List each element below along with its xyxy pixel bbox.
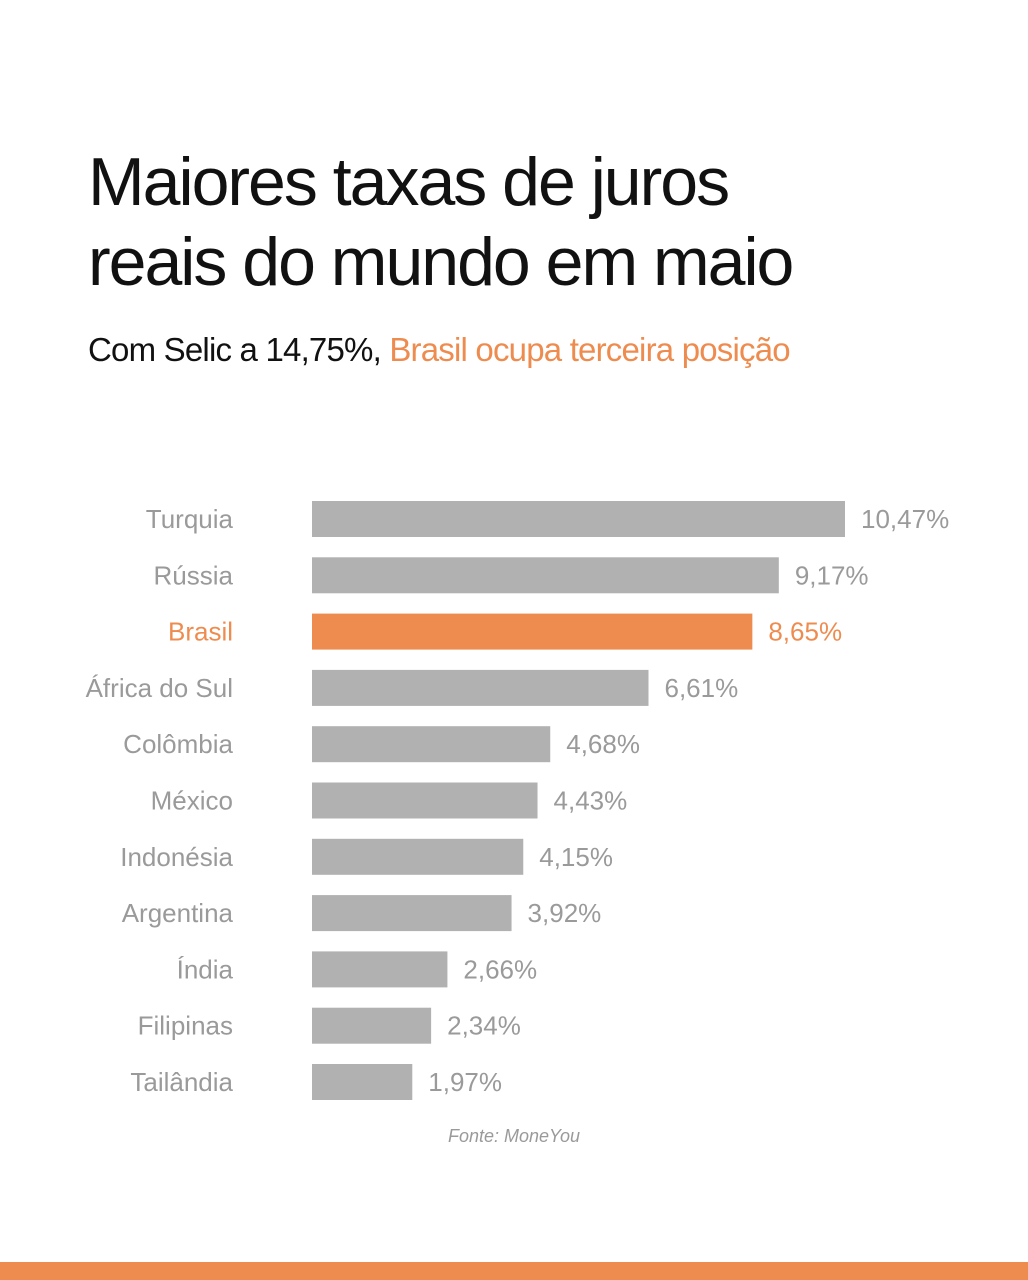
value-label-filipinas: 2,34% — [447, 1011, 521, 1041]
value-label-russia: 9,17% — [795, 560, 869, 590]
bar-filipinas — [312, 1007, 432, 1044]
category-label-argentina: Argentina — [122, 898, 234, 928]
category-label-turquia: Turquia — [146, 504, 234, 534]
value-label-argentina: 3,92% — [528, 898, 602, 928]
page-title: Maiores taxas de juros reais do mundo em… — [88, 142, 988, 302]
value-label-turquia: 10,47% — [861, 504, 949, 534]
value-label-indonesia: 4,15% — [539, 842, 613, 872]
bar-chart: Turquia 10,47% Rússia 9,17% Brasil 8,65% Áfric… — [86, 501, 949, 1100]
footer-accent-bar — [0, 1262, 1028, 1280]
bar-turquia — [312, 501, 845, 537]
category-label-india: Índia — [177, 954, 234, 984]
subtitle-text: Com Selic a 14,75%, — [88, 331, 390, 368]
bar-russia — [312, 557, 779, 594]
title-line-2: reais do mundo em maio — [88, 224, 794, 300]
value-label-brasil: 8,65% — [768, 617, 842, 647]
bar-india — [312, 951, 448, 988]
value-label-africa-do-sul: 6,61% — [664, 673, 738, 703]
title-line-1: Maiores taxas de juros — [88, 144, 730, 220]
value-label-india: 2,66% — [463, 954, 537, 984]
category-label-filipinas: Filipinas — [138, 1011, 233, 1041]
category-label-brasil: Brasil — [168, 617, 233, 647]
category-label-africa-do-sul: África do Sul — [86, 673, 233, 703]
bar-colombia — [312, 726, 551, 763]
category-label-russia: Rússia — [154, 560, 234, 590]
subtitle: Com Selic a 14,75%, Brasil ocupa terceir… — [88, 328, 791, 372]
category-label-colombia: Colômbia — [123, 729, 233, 759]
category-label-indonesia: Indonésia — [120, 842, 233, 872]
bar-brasil — [312, 613, 753, 650]
value-label-tailandia: 1,97% — [428, 1067, 502, 1097]
bar-mexico — [312, 782, 538, 819]
source-note: Fonte: MoneYou — [447, 1126, 581, 1146]
category-label-tailandia: Tailândia — [130, 1067, 233, 1097]
value-label-mexico: 4,43% — [554, 786, 628, 816]
bar-indonesia — [312, 838, 524, 875]
category-label-mexico: México — [151, 786, 233, 816]
bar-argentina — [312, 895, 512, 932]
bar-tailandia — [312, 1064, 413, 1100]
value-label-colombia: 4,68% — [566, 729, 640, 759]
bar-africa-do-sul — [312, 669, 649, 706]
subtitle-highlight: Brasil ocupa terceira posição — [389, 331, 790, 368]
